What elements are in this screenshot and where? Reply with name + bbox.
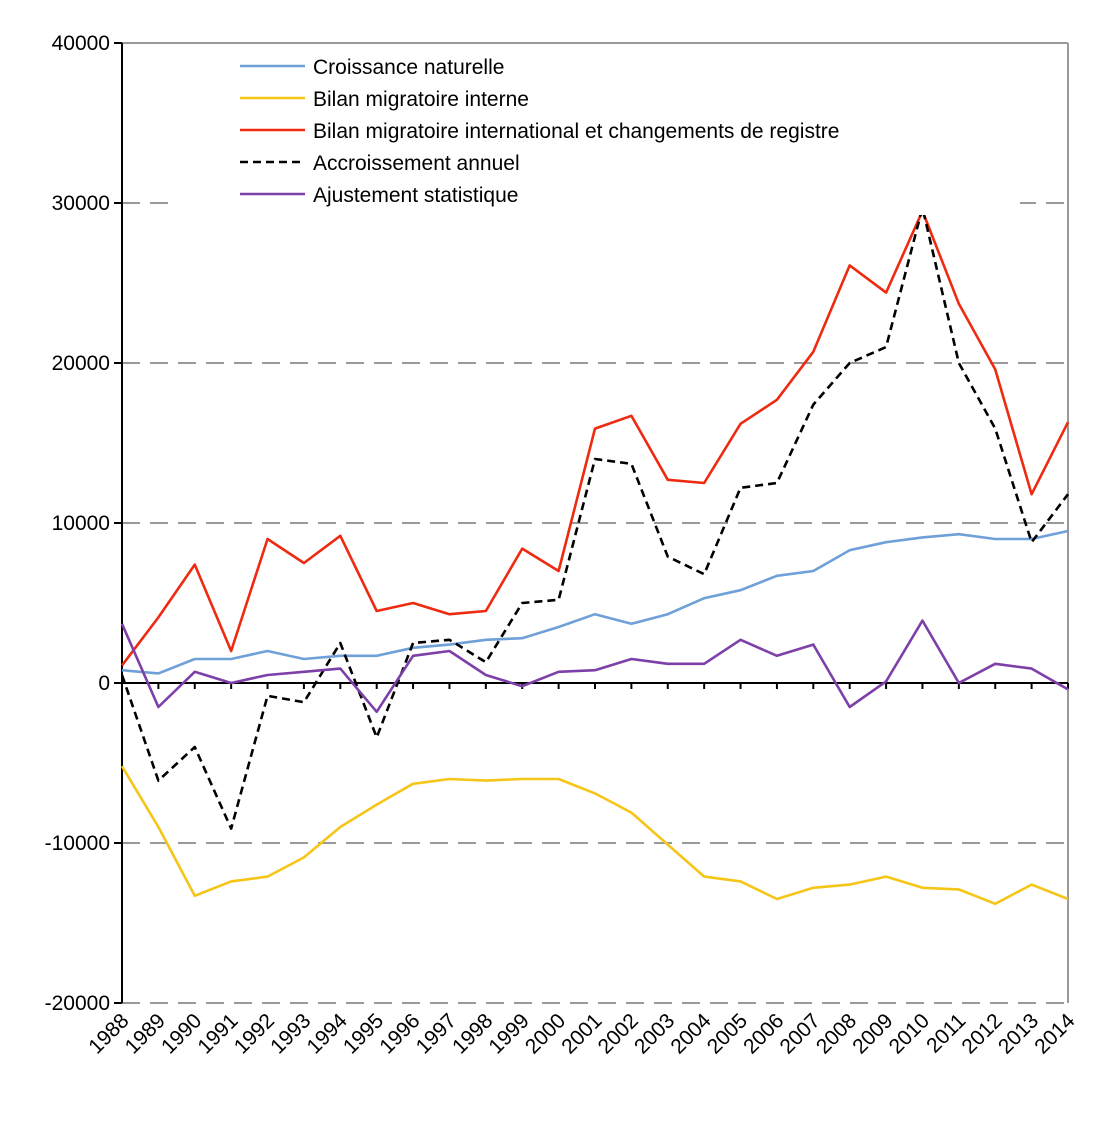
- series-line: [120, 765, 1069, 906]
- x-tick-label: 2001: [557, 1009, 606, 1058]
- x-tick-label: 2012: [957, 1009, 1006, 1058]
- legend-label: Accroissement annuel: [313, 152, 520, 175]
- legend-box: [175, 50, 1020, 215]
- x-tick-label: 1995: [339, 1009, 388, 1058]
- y-tick-label: -10000: [45, 832, 110, 855]
- series-line: [120, 619, 1069, 714]
- legend-label: Bilan migratoire international et change…: [313, 120, 839, 143]
- x-tick-label: 2005: [703, 1009, 752, 1058]
- x-tick-label: 1997: [412, 1009, 461, 1058]
- x-tick-label: 1990: [157, 1009, 206, 1058]
- x-tick-label: 1996: [375, 1009, 424, 1058]
- x-tick-label: 2010: [885, 1009, 934, 1058]
- y-tick-label: 0: [98, 672, 110, 695]
- y-tick-label: 10000: [52, 512, 110, 535]
- x-tick-label: 2009: [848, 1009, 897, 1058]
- x-tick-label: 1989: [121, 1009, 170, 1058]
- x-tick-label: 1993: [266, 1009, 315, 1058]
- x-tick-label: 1998: [448, 1009, 497, 1058]
- y-tick-label: 20000: [52, 352, 110, 375]
- legend-label: Bilan migratoire interne: [313, 88, 529, 111]
- x-tick-label: 1988: [84, 1009, 133, 1058]
- x-tick-label: 2000: [521, 1009, 570, 1058]
- y-tick-label: 30000: [52, 192, 110, 215]
- x-tick-label: 2007: [776, 1009, 825, 1058]
- series-line: [120, 209, 1070, 667]
- x-tick-label: 2013: [994, 1009, 1043, 1058]
- x-tick-label: 1994: [303, 1009, 353, 1059]
- y-tick-label: 40000: [52, 32, 110, 55]
- x-tick-label: 1992: [230, 1009, 279, 1058]
- legend-label: Croissance naturelle: [313, 56, 504, 79]
- x-tick-label: 1991: [193, 1009, 242, 1058]
- x-tick-label: 2003: [630, 1009, 679, 1058]
- legend-label: Ajustement statistique: [313, 184, 518, 207]
- x-tick-label: 2004: [666, 1009, 716, 1059]
- x-tick-label: 2006: [739, 1009, 788, 1058]
- x-tick-label: 2014: [1030, 1009, 1080, 1059]
- y-tick-label: -20000: [45, 992, 110, 1015]
- series-line: [120, 206, 1070, 830]
- x-tick-label: 2008: [812, 1009, 861, 1058]
- series-line: [121, 529, 1069, 675]
- x-tick-label: 2011: [922, 1009, 970, 1057]
- x-tick-label: 1999: [484, 1009, 533, 1058]
- x-tick-label: 2002: [594, 1009, 643, 1058]
